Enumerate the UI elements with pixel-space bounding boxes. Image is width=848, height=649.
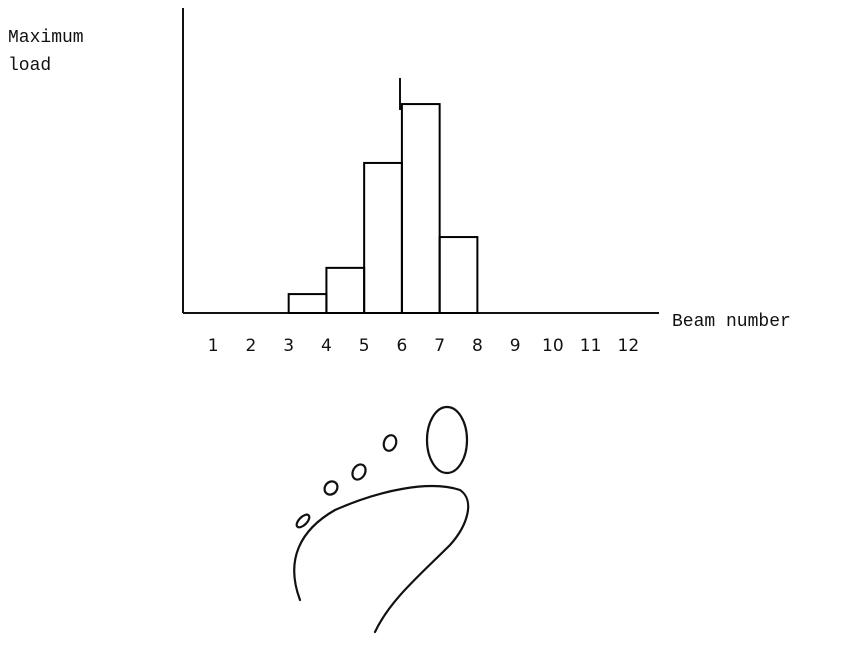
x-tick-label: 6 (396, 336, 407, 356)
footprint-sole (294, 486, 468, 632)
x-tick-label: 10 (542, 336, 564, 356)
x-tick-label: 5 (359, 336, 370, 356)
footprint (294, 407, 468, 632)
bar (364, 163, 402, 313)
footprint-toe (350, 462, 368, 482)
bar (326, 268, 364, 313)
x-tick-label: 3 (283, 336, 294, 356)
x-tick-label: 7 (434, 336, 445, 356)
bar (402, 104, 440, 313)
footprint-toe (382, 433, 399, 452)
bar (440, 237, 478, 313)
x-tick-label: 8 (472, 336, 483, 356)
x-tick-label: 1 (208, 336, 219, 356)
x-tick-label: 2 (246, 336, 257, 356)
x-tick-label: 11 (580, 336, 602, 356)
footprint-toe (427, 407, 467, 473)
x-tick-label: 9 (510, 336, 521, 356)
x-tick-label: 4 (321, 336, 332, 356)
footprint-toe (322, 479, 340, 497)
page: Maximum load Beam number 123456789101112… (0, 0, 848, 649)
x-tick-label: 12 (618, 336, 640, 356)
footprint-toe (295, 513, 312, 530)
bar (289, 294, 327, 313)
chart: 123456789101112 (0, 0, 848, 649)
